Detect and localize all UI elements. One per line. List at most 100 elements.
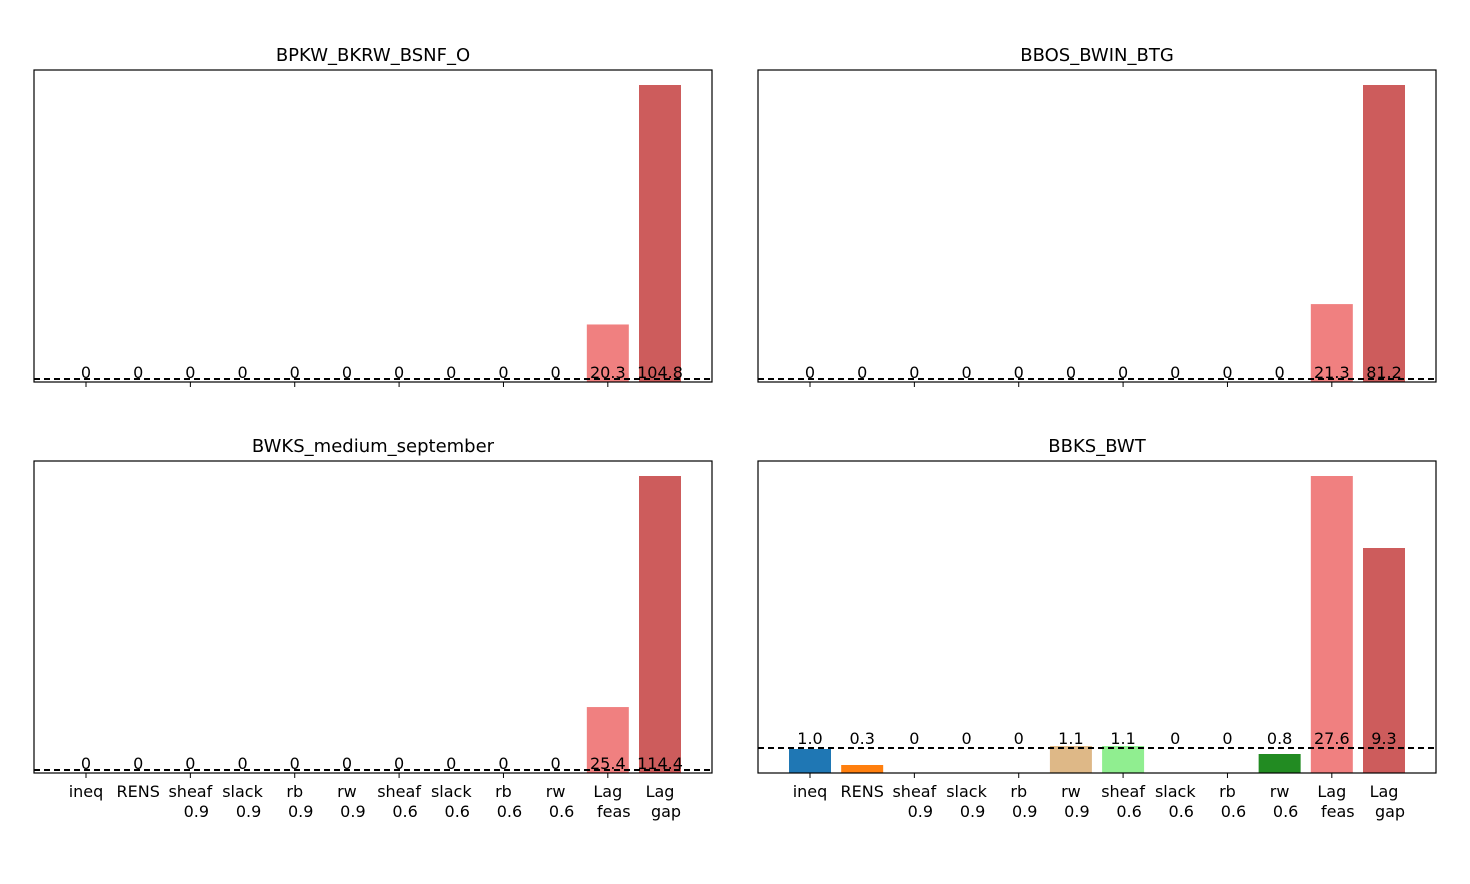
chart-panel-1: BPKW_BKRW_BSNF_O 0 0 0 0 0 0 0 0 0 0 20.3 104.8 [33,45,713,387]
value-label-4: 0 [961,729,971,748]
x-tick-label-12: Lag [646,782,675,801]
x-tick-label-10: rw [1270,782,1290,801]
value-label-8: 0 [446,754,456,773]
value-label-12: 104.8 [637,363,683,382]
value-label-5: 0 [290,754,300,773]
value-label-6: 1.1 [1058,729,1083,748]
value-label-6: 0 [1066,363,1076,382]
x-tick-label-12: gap [1375,802,1405,821]
value-label-7: 0 [1118,363,1128,382]
value-label-8: 0 [446,363,456,382]
value-label-9: 0 [1222,729,1232,748]
x-tick-label-12: Lag [1370,782,1399,801]
x-tick-label-3: sheaf [892,782,936,801]
value-label-5: 0 [290,363,300,382]
x-tick-label-7: sheaf [1101,782,1145,801]
x-tick-label-10: 0.6 [1273,802,1298,821]
value-label-9: 0 [498,363,508,382]
chart-title: BPKW_BKRW_BSNF_O [276,45,470,66]
x-tick-label-7: 0.6 [392,802,417,821]
value-label-7: 1.1 [1110,729,1135,748]
x-tick-label-6: rw [337,782,357,801]
x-tick-label-5: 0.9 [288,802,313,821]
chart-title: BBOS_BWIN_BTG [1020,45,1174,66]
bar-11 [1310,304,1353,382]
x-tick-label-9: 0.6 [1221,802,1246,821]
x-tick-label-9: rb [1219,782,1236,801]
bar-11 [586,707,629,773]
plot-frame [33,460,713,774]
value-label-1: 0 [805,363,815,382]
x-tick-label-5: 0.9 [1012,802,1037,821]
x-tick-label-7: 0.6 [1116,802,1141,821]
x-tick-label-11: Lag [1317,782,1346,801]
bar-12 [1363,548,1405,773]
x-tick-label-9: rb [495,782,512,801]
x-tick-label-11: Lag [593,782,622,801]
value-label-4: 0 [237,754,247,773]
chart-title: BWKS_medium_september [252,436,495,457]
value-label-2: 0.3 [849,729,874,748]
x-tick-label-9: 0.6 [497,802,522,821]
value-label-11: 21.3 [1314,363,1350,382]
x-tick-label-11: feas [1321,802,1355,821]
x-tick-label-4: 0.9 [236,802,261,821]
value-label-8: 0 [1170,729,1180,748]
value-label-10: 0.8 [1267,729,1292,748]
x-tick-label-10: rw [546,782,566,801]
bar-10 [1258,754,1301,773]
bar-12 [639,476,681,773]
value-label-1: 1.0 [797,729,822,748]
x-tick-label-8: 0.6 [445,802,470,821]
x-tick-label-6: 0.9 [340,802,365,821]
value-label-4: 0 [237,363,247,382]
x-tick-label-5: rb [286,782,303,801]
value-label-5: 0 [1014,729,1024,748]
plot-frame [33,69,713,383]
bar-1 [789,749,831,773]
bar-7 [1102,746,1145,773]
value-label-6: 0 [342,754,352,773]
x-tick-label-8: slack [431,782,472,801]
plot-frame [757,460,1437,774]
value-label-2: 0 [133,754,143,773]
value-label-11: 20.3 [590,363,626,382]
chart-panel-4: BBKS_BWT1.0ineq0.3RENS0sheaf0.90slack0.9… [757,436,1437,821]
bar-11 [1310,476,1353,773]
x-tick-label-4: 0.9 [960,802,985,821]
x-tick-label-4: slack [222,782,263,801]
x-tick-label-6: 0.9 [1064,802,1089,821]
x-tick-label-3: sheaf [168,782,212,801]
value-label-2: 0 [857,363,867,382]
x-tick-label-10: 0.6 [549,802,574,821]
bar-12 [639,85,681,382]
value-label-3: 0 [909,363,919,382]
x-tick-label-6: rw [1061,782,1081,801]
bar-6 [1049,746,1092,773]
chart-panel-3: BWKS_medium_september0ineq0RENS0sheaf0.9… [33,436,713,821]
chart-panel-2: BBOS_BWIN_BTG 0 0 0 0 0 0 0 0 0 0 21.3 81.2 [757,45,1437,387]
chart-title: BBKS_BWT [1048,436,1146,457]
value-label-4: 0 [961,363,971,382]
x-tick-label-12: gap [651,802,681,821]
value-label-10: 0 [551,754,561,773]
value-label-9: 0 [1222,363,1232,382]
value-label-3: 0 [909,729,919,748]
x-tick-label-7: sheaf [377,782,421,801]
value-label-12: 9.3 [1371,729,1396,748]
value-label-11: 25.4 [590,754,626,773]
value-label-7: 0 [394,363,404,382]
value-label-9: 0 [498,754,508,773]
bar-2 [841,765,884,773]
value-label-1: 0 [81,363,91,382]
value-label-3: 0 [185,754,195,773]
value-label-3: 0 [185,363,195,382]
value-label-12: 81.2 [1366,363,1402,382]
x-tick-label-8: 0.6 [1169,802,1194,821]
value-label-7: 0 [394,754,404,773]
value-label-11: 27.6 [1314,729,1350,748]
value-label-12: 114.4 [637,754,683,773]
value-label-1: 0 [81,754,91,773]
x-tick-label-1: ineq [793,782,828,801]
x-tick-label-1: ineq [69,782,104,801]
